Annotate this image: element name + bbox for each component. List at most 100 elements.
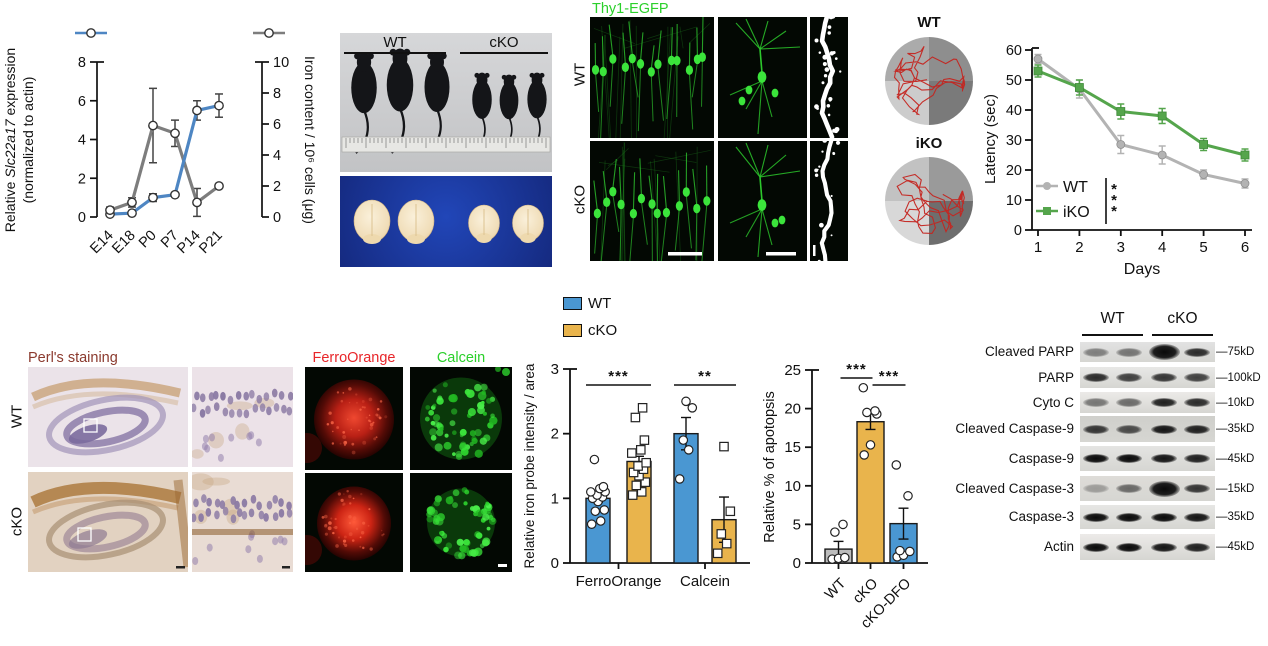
mice-photo: WT cKO (340, 33, 552, 172)
dendrite-segment (814, 17, 842, 138)
series-markers (105, 100, 224, 219)
blot-band (1116, 424, 1142, 434)
x-category-label: WT (822, 575, 849, 602)
thy1-cko-field-image (590, 141, 714, 261)
svg-text:*: * (1111, 181, 1117, 198)
svg-text:***: *** (879, 368, 900, 385)
blot-strip (1080, 476, 1215, 501)
blot-group-label-wt: WT (1082, 310, 1143, 336)
left-axis-ticks: 0 2 4 6 8 (78, 55, 97, 226)
perls-wt-overview-image (28, 367, 188, 467)
blot-band (1151, 424, 1177, 434)
blot-mw-label: —75kD (1216, 346, 1255, 358)
blot-band (1083, 373, 1109, 382)
legend-swatch-cko (563, 324, 582, 337)
blot-band (1148, 480, 1180, 497)
svg-text:0: 0 (793, 555, 801, 572)
thy1-row-label-cko: cKO (571, 184, 589, 215)
ferroorange-label: FerroOrange (312, 350, 396, 366)
svg-text:2: 2 (1075, 239, 1083, 256)
blot-band (1116, 347, 1142, 357)
scale-bar (282, 566, 290, 569)
blot-mw-label: —45kD (1216, 541, 1255, 553)
perls-title: Perl's staining (28, 350, 118, 366)
svg-text:2: 2 (551, 426, 559, 443)
blot-band (1184, 512, 1210, 522)
blot-band (1148, 344, 1180, 360)
blot-band (1184, 347, 1210, 357)
significance: *** ** (586, 368, 736, 386)
blot-band (1116, 373, 1142, 382)
blot-mw-label: —15kD (1216, 482, 1255, 495)
svg-text:10: 10 (273, 55, 289, 71)
thy1-cko-dendrite-image (810, 141, 848, 261)
svg-text:10: 10 (1006, 193, 1022, 209)
hippocampus-section (28, 472, 188, 572)
blot-band (1151, 542, 1177, 552)
spheroid (305, 486, 391, 565)
svg-text:Iron content / 10⁶ cells (μg): Iron content / 10⁶ cells (μg) (302, 56, 318, 224)
svg-text:Relative iron probe intensity: Relative iron probe intensity / area (522, 363, 537, 568)
maze-iko-trace (885, 157, 973, 245)
blot-row-label: Actin (1043, 539, 1074, 554)
brain (353, 199, 391, 244)
western-blot-panel: WT cKO Cleaved PARP —75kD PARP —100kD Cyto C —1… (940, 300, 1268, 590)
svg-text:8: 8 (78, 55, 86, 71)
y-ticks: 0 5 10 15 20 25 (784, 362, 812, 572)
blot-band (1184, 484, 1210, 493)
legend-item-cko: cKO (563, 322, 617, 339)
thy1-wt-dendrite-image (810, 17, 848, 138)
blot-band (1116, 398, 1142, 407)
blot-mw-label: —35kD (1216, 511, 1255, 523)
svg-text:10: 10 (784, 478, 801, 495)
thy1-wt-neuron-image (718, 17, 807, 138)
svg-text:0: 0 (78, 210, 86, 226)
blot-band (1184, 373, 1210, 382)
thy1-wt-field-image (590, 17, 714, 138)
blot-group-label-cko: cKO (1152, 310, 1213, 336)
blot-band (1151, 373, 1177, 382)
scale-bar (668, 252, 702, 256)
mice-cko-label: cKO (460, 34, 548, 54)
svg-text:6: 6 (1241, 239, 1249, 256)
blot-row-label: Cleaved Caspase-9 (955, 421, 1074, 436)
perls-row-label-cko: cKO (8, 506, 26, 537)
blot-band (1083, 424, 1109, 434)
blot-mw-label: —10kD (1216, 396, 1255, 409)
calcein-cko-image (410, 473, 512, 572)
swim-path (893, 46, 966, 116)
left-axis-label: Relative Slc22a17 expression (normalized … (2, 48, 36, 232)
svg-text:0: 0 (551, 555, 559, 572)
blot-row-label: Cyto C (1032, 394, 1074, 410)
blot-row-label: Cleaved PARP (984, 344, 1074, 359)
iron-probe-bar-chart: 0 1 2 3 Relative iron probe intensity / area… (522, 361, 750, 590)
legend-markers (75, 28, 285, 38)
blot-row-label: Caspase-9 (1008, 450, 1074, 466)
spheroid (420, 367, 510, 460)
blot-mw-label: —35kD (1216, 423, 1255, 435)
blot-band (1116, 542, 1142, 552)
y-axis-title: Latency (sec) (982, 94, 999, 184)
blot-band (1151, 454, 1177, 463)
svg-text:FerroOrange: FerroOrange (576, 573, 662, 590)
maze-wt-label: WT (917, 14, 941, 31)
blot-band (1184, 454, 1210, 463)
calcein-label: Calcein (436, 350, 486, 366)
svg-text:***: *** (846, 361, 867, 378)
neuron-field (591, 17, 711, 138)
svg-text:iKO: iKO (1063, 204, 1090, 221)
series-wt (1033, 53, 1250, 189)
blot-band (1151, 512, 1177, 522)
brain (397, 199, 435, 244)
axes (1031, 47, 1252, 231)
cell-layer (192, 388, 293, 462)
svg-text:P0: P0 (136, 228, 160, 252)
svg-text:Relative % of apotopsis: Relative % of apotopsis (762, 391, 778, 543)
svg-text:WT: WT (822, 575, 849, 602)
blot-mw-label: —45kD (1216, 452, 1255, 465)
svg-text:5: 5 (1199, 239, 1207, 256)
blot-strip (1080, 367, 1215, 388)
svg-text:8: 8 (273, 86, 281, 102)
blot-band (1184, 424, 1210, 434)
svg-text:3: 3 (551, 361, 559, 378)
